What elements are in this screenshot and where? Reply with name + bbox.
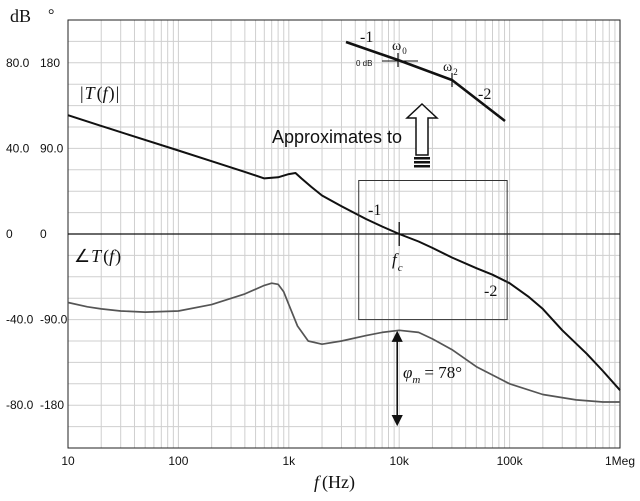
inset-w2-label: ω2 [443, 60, 458, 77]
mag-unit: dB [10, 6, 31, 26]
asymptote-inset: -1 -2 0 dB ω0 ω2 [345, 29, 506, 123]
phase-tick-label: 90.0 [40, 141, 64, 155]
approximates-text: Approximates to [272, 127, 402, 147]
x-tick-label: 10k [390, 454, 410, 468]
mag-tick-label: 40.0 [6, 141, 30, 155]
phase-margin-label: φm = 78° [403, 363, 462, 386]
phase-tick-label: 0 [40, 227, 47, 241]
phase-tick-label: 180 [40, 56, 60, 70]
phase-series-line [67, 282, 620, 403]
phase-series-label: ∠T (f) [74, 246, 121, 267]
mag-tick-label: 0 [6, 227, 13, 241]
x-tick-label: 100 [168, 454, 188, 468]
axis-labels: 10 100 1k 10k 100k 1Meg 80.0 40.0 0 -40.0 -80.0 180… [6, 56, 635, 468]
inset-zero-db-label: 0 dB [356, 59, 372, 68]
x-tick-label: 1k [282, 454, 296, 468]
phase-unit: ° [48, 7, 54, 24]
inset-slope-2: -2 [478, 86, 491, 103]
inset-asymptote-line [345, 40, 506, 123]
mag-tick-label: -40.0 [6, 313, 34, 327]
x-tick-label: 10 [61, 454, 75, 468]
magnitude-series-line [67, 114, 621, 391]
x-tick-label: 1Meg [605, 454, 635, 468]
phase-tick-label: -180 [40, 398, 64, 412]
x-axis-title: f (Hz) [314, 472, 355, 493]
zoom-box [358, 180, 508, 321]
phase-tick-label: -90.0 [40, 313, 68, 327]
mag-series-label: |T (f)| [80, 83, 119, 104]
series-group [67, 114, 621, 403]
up-arrow-icon [405, 102, 439, 168]
mag-tick-label: -80.0 [6, 398, 34, 412]
crossover-label: fc [392, 250, 403, 274]
x-tick-label: 100k [497, 454, 524, 468]
mag-tick-label: 80.0 [6, 56, 30, 70]
inset-slope-1: -1 [360, 29, 373, 46]
zoom-slope-1: -1 [368, 202, 381, 219]
zoom-slope-2: -2 [484, 283, 497, 300]
inset-w0-label: ω0 [392, 39, 407, 56]
